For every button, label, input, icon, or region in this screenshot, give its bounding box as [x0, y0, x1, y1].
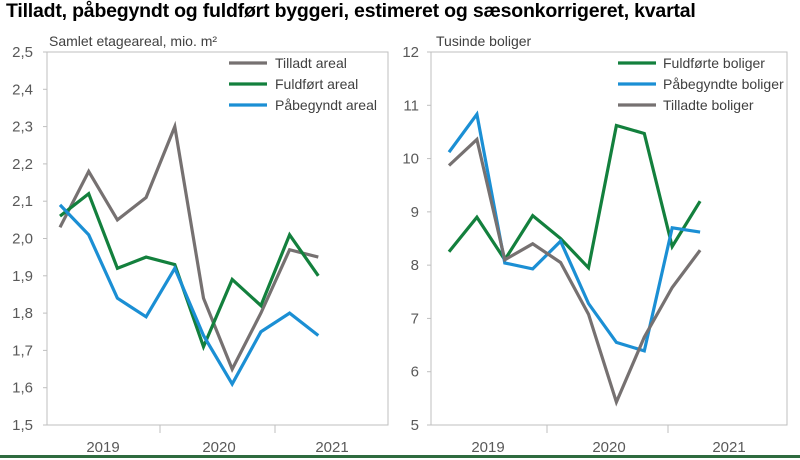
y-tick-label: 5 — [411, 417, 419, 434]
chart-title: Tilladt, påbegyndt og fuldført byggeri, … — [6, 0, 696, 22]
series-line-2 — [447, 110, 701, 353]
y-tick-label: 2,4 — [12, 81, 33, 98]
plot-frame — [430, 51, 788, 426]
y-tick-label: 10 — [402, 151, 419, 168]
chart-panel-2: Tusinde boliger 5 6 7 8 9 10 11 12 2019 2020 2021 Fu… — [402, 33, 788, 456]
y-tick-label: 2,2 — [12, 156, 33, 173]
y-tick-label: 6 — [411, 364, 419, 381]
series-line-3 — [447, 136, 702, 407]
legend-label: Fuldført areal — [275, 76, 358, 92]
y-axis-label: Samlet etageareal, mio. m² — [49, 33, 217, 49]
y-tick-label: 9 — [411, 204, 419, 221]
x-tick-label: 2019 — [86, 439, 119, 456]
y-tick-label: 2,1 — [12, 193, 33, 210]
y-tick-label: 12 — [402, 44, 419, 61]
x-tick-label: 2019 — [471, 439, 504, 456]
legend-label: Tilladte boliger — [663, 97, 754, 113]
y-tick-label: 11 — [403, 97, 419, 114]
y-tick-label: 2,3 — [12, 119, 33, 136]
x-tick-label: 2020 — [202, 439, 235, 456]
y-tick-label: 1,6 — [12, 380, 33, 397]
y-tick-label: 1,8 — [12, 305, 33, 322]
series-line-1 — [447, 123, 702, 272]
y-tick-label: 8 — [411, 257, 419, 274]
legend-label: Påbegyndt areal — [275, 97, 377, 113]
y-axis-label: Tusinde boliger — [436, 33, 532, 49]
y-tick-label: 7 — [411, 310, 419, 327]
y-tick-label: 1,5 — [12, 417, 33, 434]
x-tick-label: 2021 — [315, 439, 348, 456]
bottom-rule — [0, 455, 800, 458]
y-tick-label: 1,7 — [12, 342, 33, 359]
legend-label: Tilladt areal — [275, 55, 347, 71]
y-tick-label: 1,9 — [12, 268, 33, 285]
series-line-1 — [58, 120, 319, 373]
chart-panel-1: Samlet etageareal, mio. m² 1,5 1,6 1,7 1,8 1,… — [12, 33, 389, 456]
y-tick-label: 2,5 — [12, 44, 33, 61]
x-tick-label: 2021 — [712, 439, 745, 456]
x-tick-label: 2020 — [592, 439, 625, 456]
legend-label: Fuldførte boliger — [663, 55, 765, 71]
legend-label: Påbegyndte boliger — [663, 76, 784, 92]
y-tick-label: 2,0 — [12, 231, 33, 248]
series-line-3 — [58, 203, 320, 388]
